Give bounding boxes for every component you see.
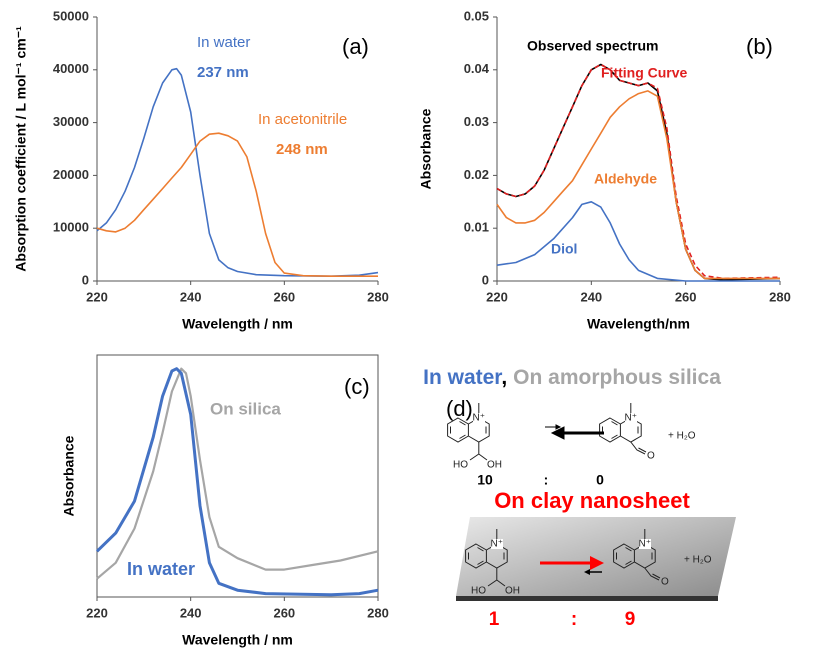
y-tick-label: 20000 [53, 167, 89, 182]
y-tick-label: 0 [82, 272, 89, 287]
ratio-aldehyde: 0 [596, 472, 604, 488]
atom: N⁺ [639, 539, 652, 550]
panel-label: (d) [446, 396, 473, 421]
molecule-diol: N⁺ HO OH [447, 402, 502, 471]
y-tick-label: 30000 [53, 114, 89, 129]
annotation: 237 nm [197, 64, 249, 81]
series-label: On silica [210, 399, 281, 418]
series-label: Observed spectrum [527, 38, 659, 54]
x-tick-label: 220 [486, 289, 508, 304]
series-line [496, 63, 781, 280]
atom: O [647, 451, 655, 462]
heading-water: In water [423, 366, 502, 389]
y-tick-label: 0.02 [464, 167, 489, 182]
x-tick-label: 260 [675, 289, 697, 304]
series-label: In acetonitrile [258, 111, 347, 128]
series-line [96, 132, 378, 277]
series-line [496, 90, 780, 280]
panel-label: (c) [344, 374, 370, 399]
atom: O [661, 577, 669, 588]
x-tick-label: 280 [367, 289, 389, 304]
series-line [95, 367, 379, 597]
x-tick-label: 280 [367, 605, 389, 620]
atom: OH [487, 460, 502, 471]
series-line [96, 367, 379, 580]
atom: HO [471, 586, 486, 597]
series-label: In water [197, 34, 250, 51]
water-text: + H₂O [668, 431, 696, 442]
x-tick-label: 240 [180, 605, 202, 620]
arrow [540, 556, 604, 575]
y-tick-label: 0 [482, 272, 489, 287]
x-tick-label: 240 [580, 289, 602, 304]
heading-comma: , [501, 366, 507, 389]
y-tick-label: 0.04 [464, 61, 490, 76]
x-tick-label: 260 [273, 289, 295, 304]
atom: N⁺ [491, 539, 504, 550]
heading: In water, On amorphous silica [423, 366, 721, 389]
atom: HO [453, 460, 468, 471]
molecule-diol: N⁺ HO OH [465, 528, 520, 597]
series-label: Fitting Curve [601, 65, 688, 81]
arrow [545, 424, 604, 440]
y-tick-label: 0.03 [464, 114, 489, 129]
y-tick-label: 10000 [53, 220, 89, 235]
nanosheet-edge [456, 596, 718, 601]
y-tick-label: 40000 [53, 61, 89, 76]
y-tick-label: 50000 [53, 8, 89, 23]
heading-silica: On amorphous silica [513, 366, 721, 389]
y-axis-title: Absorption coefficient / L mol⁻¹ cm⁻¹ [13, 26, 29, 272]
x-axis-title: Wavelength / nm [182, 632, 293, 648]
ratio-aldehyde: 9 [625, 609, 636, 630]
plot-frame [96, 354, 379, 598]
molecule-aldehyde: N⁺ O [599, 402, 655, 462]
x-tick-label: 260 [273, 605, 295, 620]
ratio-sep: : [544, 472, 549, 488]
clay-title: On clay nanosheet [494, 488, 690, 513]
y-axis-title: Absorbance [418, 108, 434, 189]
series-label: In water [127, 559, 195, 579]
series-line [496, 201, 780, 282]
ratio-sep: : [571, 609, 577, 630]
atom: OH [505, 586, 520, 597]
series-label: Diol [551, 241, 577, 257]
x-axis-title: Wavelength/nm [587, 316, 690, 332]
x-tick-label: 220 [86, 289, 108, 304]
x-tick-label: 220 [86, 605, 108, 620]
annotation: 248 nm [276, 141, 328, 158]
nanosheet [456, 517, 736, 596]
molecule-aldehyde: N⁺ O [613, 528, 669, 588]
x-axis-title: Wavelength / nm [182, 316, 293, 332]
atom: N⁺ [625, 413, 638, 424]
x-tick-label: 280 [769, 289, 791, 304]
panel-label: (b) [746, 34, 773, 59]
series-line [96, 67, 379, 277]
ratio-diol: 1 [489, 609, 500, 630]
x-tick-label: 240 [180, 289, 202, 304]
water-text: + H₂O [684, 555, 712, 566]
ratio-diol: 10 [477, 472, 493, 488]
atom: N⁺ [473, 413, 486, 424]
y-axis-title: Absorbance [61, 435, 77, 516]
y-tick-label: 0.01 [464, 220, 489, 235]
y-tick-label: 0.05 [464, 8, 489, 23]
panel-label: (a) [342, 34, 369, 59]
series-label: Aldehyde [594, 171, 657, 187]
